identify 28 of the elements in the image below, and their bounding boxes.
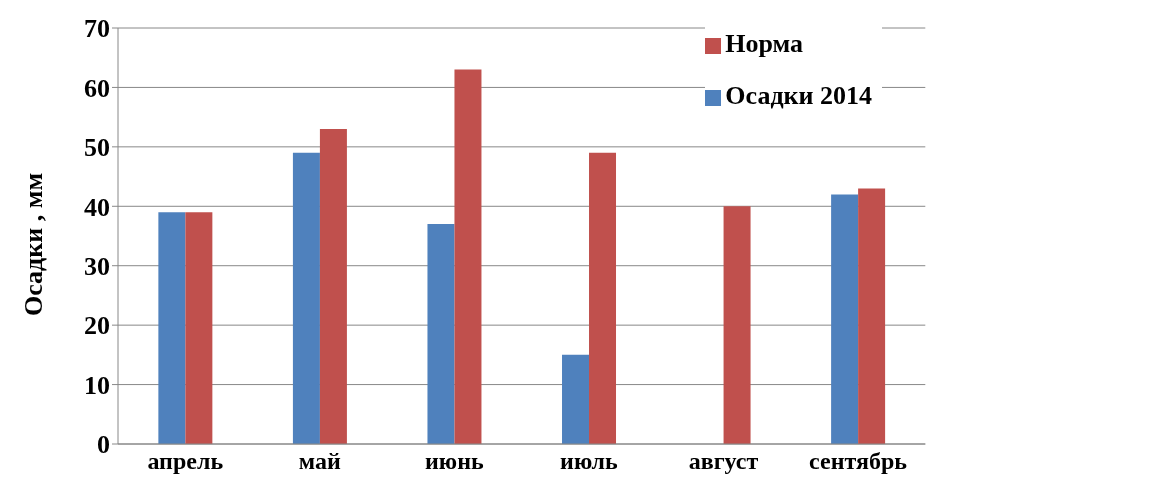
bar: [589, 152, 617, 444]
bar: [723, 206, 751, 444]
y-tick-label: 20: [84, 311, 110, 341]
bar: [454, 69, 482, 444]
x-tick-label: апрель: [147, 448, 224, 475]
legend-label: Норма: [725, 29, 804, 58]
bar: [292, 152, 320, 444]
y-tick-label: 70: [84, 14, 110, 44]
x-tick-label: май: [298, 448, 341, 475]
x-tick-label: сентябрь: [809, 448, 908, 475]
bar: [319, 129, 347, 444]
bar: [858, 188, 886, 444]
x-tick-label: июль: [560, 448, 619, 475]
y-tick-label: 40: [84, 192, 110, 222]
x-tick-label: август: [688, 448, 759, 475]
bar: [427, 224, 455, 444]
bar: [562, 354, 590, 444]
y-tick-label: 0: [97, 430, 110, 460]
y-tick-label: 50: [84, 133, 110, 163]
legend-label: Осадки 2014: [725, 81, 872, 110]
bar: [158, 212, 186, 444]
bar: [185, 212, 213, 444]
x-tick-label: июнь: [425, 448, 485, 475]
y-tick-label: 30: [84, 251, 110, 281]
y-tick-label: 10: [84, 370, 110, 400]
y-axis-title: Осадки , мм: [19, 172, 49, 316]
bar: [831, 194, 859, 444]
y-tick-label: 60: [84, 73, 110, 103]
